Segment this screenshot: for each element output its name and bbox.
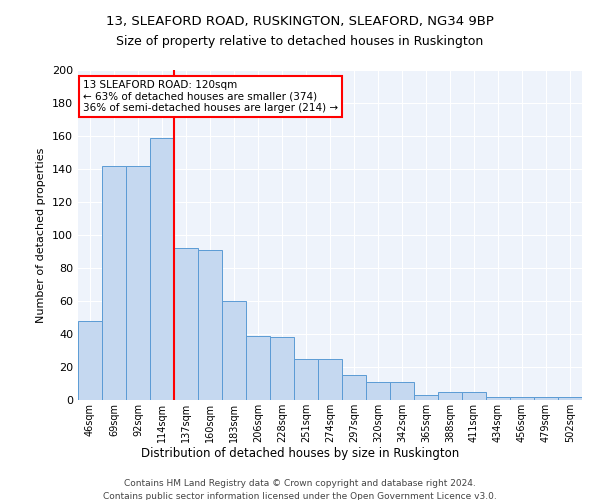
Text: Size of property relative to detached houses in Ruskington: Size of property relative to detached ho… [116,35,484,48]
Bar [150,138,174,400]
Bar [486,396,510,400]
Bar [246,336,270,400]
Bar [390,382,414,400]
Bar [198,250,222,400]
Bar [414,395,438,400]
Y-axis label: Number of detached properties: Number of detached properties [37,148,46,322]
Bar [174,248,198,400]
Text: 13 SLEAFORD ROAD: 120sqm
← 63% of detached houses are smaller (374)
36% of semi-: 13 SLEAFORD ROAD: 120sqm ← 63% of detach… [83,80,338,113]
Bar [126,166,150,400]
Bar [270,338,294,400]
Bar [534,396,558,400]
Text: 13, SLEAFORD ROAD, RUSKINGTON, SLEAFORD, NG34 9BP: 13, SLEAFORD ROAD, RUSKINGTON, SLEAFORD,… [106,15,494,28]
Bar [318,359,342,400]
Bar [438,392,462,400]
Bar [366,382,390,400]
Bar [222,301,246,400]
Text: Contains public sector information licensed under the Open Government Licence v3: Contains public sector information licen… [103,492,497,500]
Text: Contains HM Land Registry data © Crown copyright and database right 2024.: Contains HM Land Registry data © Crown c… [124,479,476,488]
Bar [78,321,102,400]
Bar [462,392,486,400]
Bar [294,359,318,400]
Bar [342,375,366,400]
Bar [558,396,582,400]
Bar [510,396,534,400]
Text: Distribution of detached houses by size in Ruskington: Distribution of detached houses by size … [141,448,459,460]
Bar [102,166,126,400]
